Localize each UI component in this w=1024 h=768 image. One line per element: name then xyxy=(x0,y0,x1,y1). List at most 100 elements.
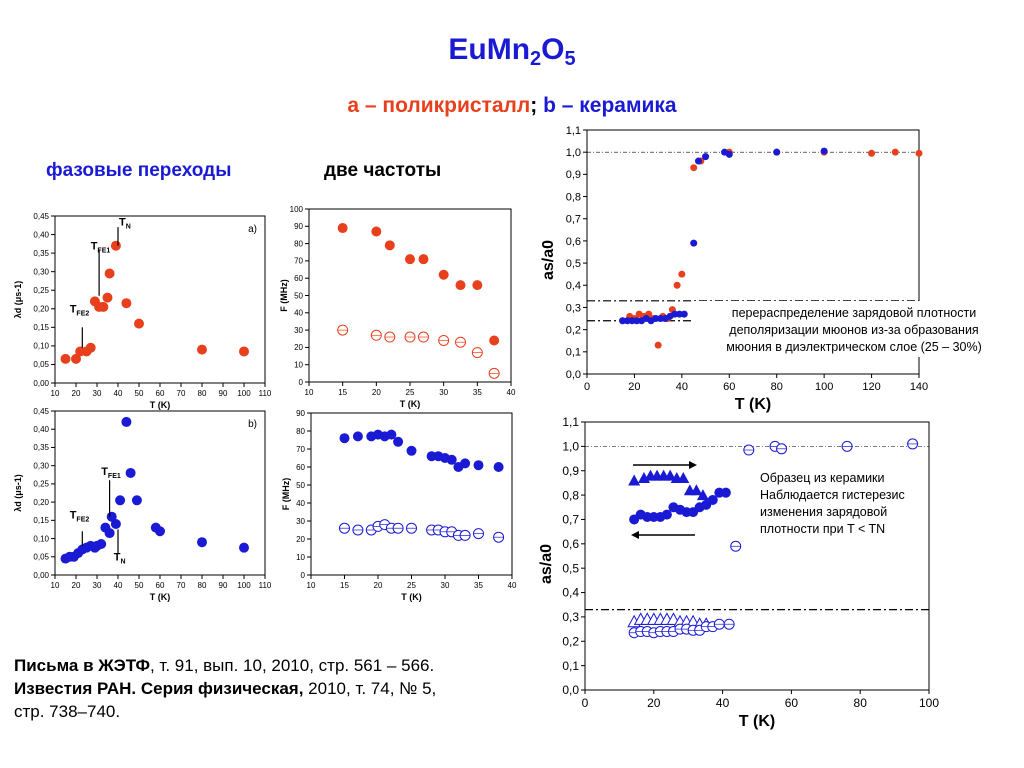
y-tick-label: 0,10 xyxy=(33,342,49,351)
y-tick-label: 0,15 xyxy=(33,516,49,525)
y-tick-label: 0,3 xyxy=(562,610,579,624)
data-point xyxy=(418,254,429,265)
chart-lambda_b: 10 20 30 40 50 60 70 80 90 100 110 0,00 0,05 0,10 0,15… xyxy=(13,407,272,602)
x-tick-label: 50 xyxy=(135,581,144,590)
data-point xyxy=(197,537,207,548)
y-tick-label: 0,35 xyxy=(33,443,49,452)
hysteresis-arrowhead-left xyxy=(631,531,639,539)
x-tick-label: 70 xyxy=(177,581,186,590)
x-tick-label: 20 xyxy=(374,581,383,590)
annotation-text: изменения зарядовой xyxy=(760,505,887,519)
annotation-text: перераспределение зарядовой плотности xyxy=(732,306,976,320)
y-tick-label: 0,1 xyxy=(566,347,581,359)
x-tick-label: 25 xyxy=(406,388,415,397)
data-point xyxy=(628,474,641,486)
heading-two-frequencies: две частоты xyxy=(324,160,442,181)
y-tick-label: 40 xyxy=(294,309,303,318)
subtitle-polycrystal: а – поликристалл xyxy=(347,94,531,117)
y-tick-label: 20 xyxy=(294,343,303,352)
data-point xyxy=(489,335,500,346)
data-point xyxy=(868,149,876,157)
x-tick-label: 40 xyxy=(114,581,123,590)
x-tick-label: 100 xyxy=(815,381,833,393)
annotation-text: Образец из керамики xyxy=(760,471,885,485)
x-tick-label: 30 xyxy=(441,581,450,590)
x-axis-label: T (K) xyxy=(150,400,171,410)
data-point xyxy=(664,469,677,481)
y-tick-label: 1,0 xyxy=(562,440,579,454)
x-tick-label: 30 xyxy=(439,388,448,397)
y-tick-label: 0,9 xyxy=(566,169,581,181)
chart-lambda_a: 10 20 30 40 50 60 70 80 90 100 110 0,00 0,05 0,10 0,15… xyxy=(13,212,272,410)
annotation-label-TFE2: TFE2 xyxy=(70,303,90,317)
y-tick-label: 0,5 xyxy=(562,561,579,575)
data-point xyxy=(915,149,923,157)
x-tick-label: 20 xyxy=(72,581,81,590)
x-tick-label: 40 xyxy=(507,388,516,397)
data-point xyxy=(386,429,397,440)
y-tick-label: 80 xyxy=(296,427,305,436)
data-point xyxy=(239,346,249,357)
y-tick-label: 100 xyxy=(290,205,304,214)
annotation-text: мюония в диэлектрическом слое (25 – 30%) xyxy=(726,340,982,354)
x-tick-label: 20 xyxy=(647,696,661,710)
x-tick-label: 140 xyxy=(910,381,928,393)
plot-frame xyxy=(586,129,920,375)
annotation-box xyxy=(694,301,1012,357)
y-tick-label: 0,3 xyxy=(566,302,581,314)
x-axis-label: T (K) xyxy=(400,399,421,409)
y-tick-label: 20 xyxy=(296,535,305,544)
data-point xyxy=(155,526,165,537)
data-point xyxy=(493,462,504,472)
x-tick-label: 0 xyxy=(584,381,590,393)
y-tick-label: 0,7 xyxy=(562,513,579,527)
y-tick-label: 0,40 xyxy=(33,425,49,434)
data-point xyxy=(680,310,688,318)
y-axis-label: as/a0 xyxy=(540,240,557,280)
data-point xyxy=(134,318,144,329)
x-tick-label: 15 xyxy=(340,581,349,590)
x-tick-label: 10 xyxy=(305,388,314,397)
x-axis-label: T (K) xyxy=(735,396,771,413)
plot-frame xyxy=(54,215,266,384)
y-tick-label: 50 xyxy=(294,291,303,300)
y-tick-label: 90 xyxy=(296,409,305,418)
y-tick-label: 50 xyxy=(296,481,305,490)
data-point xyxy=(694,157,702,165)
data-point xyxy=(371,226,382,237)
x-tick-label: 70 xyxy=(177,389,186,398)
x-tick-label: 30 xyxy=(93,581,102,590)
data-point xyxy=(460,458,471,469)
y-tick-label: 0,40 xyxy=(33,230,49,239)
annotation-label-TN: TN xyxy=(114,551,126,565)
x-tick-label: 80 xyxy=(771,381,783,393)
data-point xyxy=(406,445,417,456)
y-tick-label: 0,05 xyxy=(33,553,49,562)
y-tick-label: 80 xyxy=(294,239,303,248)
data-point xyxy=(121,416,132,427)
annotation-label-TFE2: TFE2 xyxy=(70,510,90,524)
y-tick-label: 0,6 xyxy=(566,236,581,248)
annotation-label-TFE1: TFE1 xyxy=(101,466,121,480)
x-tick-label: 40 xyxy=(114,389,123,398)
x-tick-label: 10 xyxy=(51,581,60,590)
x-tick-label: 90 xyxy=(219,581,228,590)
y-tick-label: 0,45 xyxy=(33,407,49,416)
data-point xyxy=(104,268,115,279)
heading-phase-transitions: фазовые переходы xyxy=(46,160,232,181)
data-point xyxy=(115,495,126,506)
data-point xyxy=(60,353,71,364)
x-tick-label: 40 xyxy=(508,581,517,590)
y-axis-label: F (MHz) xyxy=(281,478,291,511)
data-point xyxy=(673,281,681,289)
y-tick-label: 0,20 xyxy=(33,305,49,314)
y-tick-label: 0,8 xyxy=(562,488,579,502)
y-tick-label: 30 xyxy=(296,517,305,526)
y-tick-label: 40 xyxy=(296,499,305,508)
data-point xyxy=(104,528,115,539)
x-tick-label: 100 xyxy=(237,389,251,398)
slide-subtitle: а – поликристалл; b – керамика xyxy=(347,94,677,117)
y-tick-label: 0,4 xyxy=(562,586,579,600)
x-tick-label: 10 xyxy=(51,389,60,398)
